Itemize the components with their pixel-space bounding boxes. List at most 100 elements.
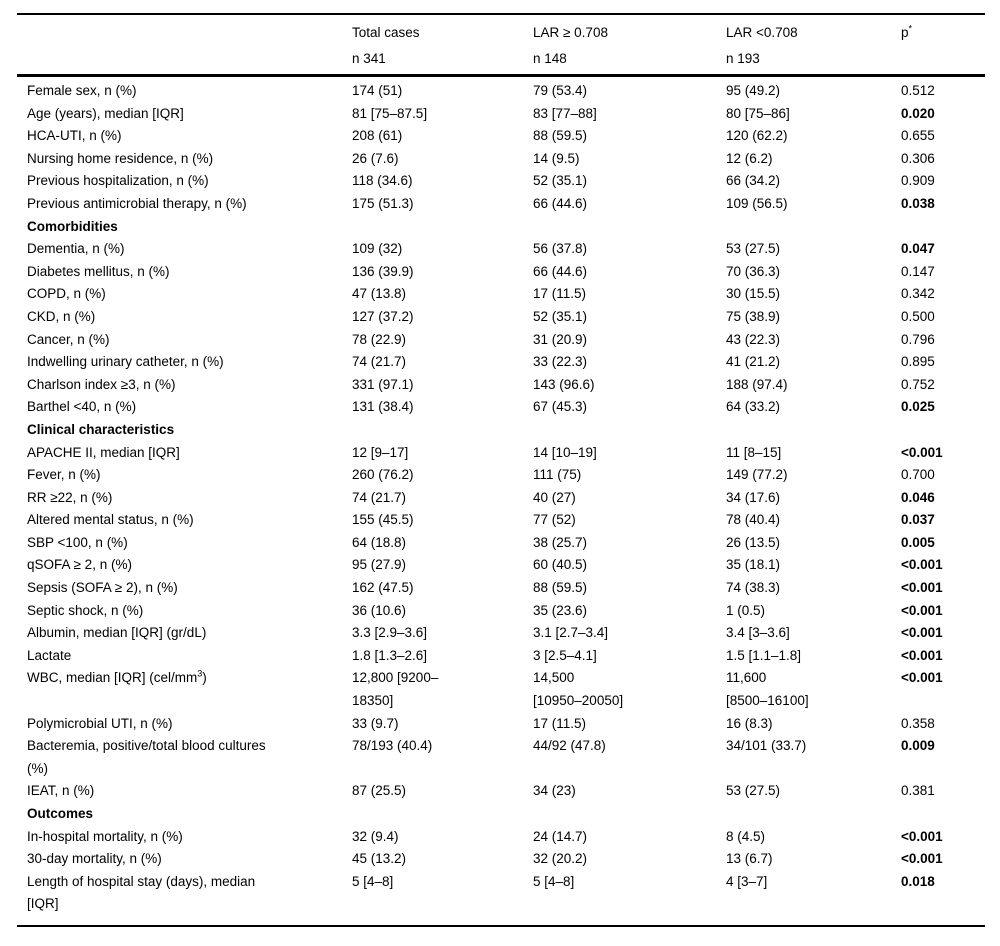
cell-p-value: <0.001 [901, 647, 943, 663]
cell-total-cases: 131 (38.4) [352, 399, 414, 415]
table-row: Previous hospitalization, n (%) 118 (34.… [17, 170, 985, 193]
cell-p-value: 0.342 [901, 286, 935, 302]
cell-lar-low: 53 (27.5) [726, 783, 781, 799]
table-row: Cancer, n (%) 78 (22.9) 31 (20.9) 43 (22… [17, 329, 985, 352]
row-label-cell: Length of hospital stay (days), median [… [17, 871, 352, 926]
cell-p-value [901, 216, 985, 239]
table-row: Albumin, median [IQR] (gr/dL) 3.3 [2.9–3… [17, 622, 985, 645]
cell-lar-low: 64 (33.2) [726, 399, 781, 415]
row-label: Sepsis (SOFA ≥ 2), n (%) [27, 580, 178, 596]
table-row: Previous antimicrobial therapy, n (%) 17… [17, 193, 985, 216]
header-lar-high: LAR ≥ 0.708 n 148 [533, 14, 726, 76]
row-label-superscript: 3 [197, 668, 203, 679]
header-p-asterisk: * [908, 23, 913, 34]
table-row: RR ≥22, n (%) 74 (21.7) 40 (27) 34 (17.6… [17, 487, 985, 510]
row-label: WBC, median [IQR] (cel/mm [27, 670, 198, 686]
row-label-cell: Previous hospitalization, n (%) [17, 170, 352, 193]
cell-lar-low: 34 (17.6) [726, 489, 781, 505]
row-label: Altered mental status, n (%) [27, 512, 194, 528]
cell-p-value: <0.001 [901, 670, 943, 686]
cell-total-cases [352, 216, 533, 239]
cell-total-cases: 118 (34.6) [352, 173, 413, 189]
cell-lar-high: 44/92 (47.8) [533, 738, 606, 754]
cell-lar-low: 66 (34.2) [726, 173, 781, 189]
cell-lar-high [533, 216, 726, 239]
row-label-cell: COPD, n (%) [17, 283, 352, 306]
cell-p-value: 0.038 [901, 195, 935, 211]
header-p-value: p* [901, 14, 985, 76]
row-label-cell: HCA-UTI, n (%) [17, 125, 352, 148]
cell-lar-high: 17 (11.5) [533, 286, 587, 302]
cell-lar-low: 26 (13.5) [726, 534, 781, 550]
cell-lar-low [726, 419, 901, 442]
cell-lar-high: 34 (23) [533, 783, 576, 799]
cell-total-cases: 74 (21.7) [352, 354, 407, 370]
cell-lar-low: 43 (22.3) [726, 331, 781, 347]
row-label-cell: Altered mental status, n (%) [17, 509, 352, 532]
cell-lar-high: 83 [77–88] [533, 105, 597, 121]
row-label-cell: CKD, n (%) [17, 306, 352, 329]
cell-p-value: 0.018 [901, 873, 935, 889]
cell-total-cases: 36 (10.6) [352, 602, 407, 618]
cell-p-value: <0.001 [901, 557, 943, 573]
cell-lar-low: 4 [3–7] [726, 873, 768, 889]
row-label: Length of hospital stay (days), median [… [27, 873, 256, 912]
row-label: Charlson index ≥3, n (%) [27, 376, 176, 392]
cell-lar-low [726, 216, 901, 239]
row-label-cell: Polymicrobial UTI, n (%) [17, 713, 352, 736]
table-body: Female sex, n (%) 174 (51) 79 (53.4) 95 … [17, 76, 985, 926]
cell-p-value: 0.025 [901, 399, 935, 415]
cell-total-cases: 87 (25.5) [352, 783, 407, 799]
cell-total-cases: 1.8 [1.3–2.6] [352, 647, 428, 663]
cell-total-cases: 260 (76.2) [352, 467, 414, 483]
header-total-cases-label: Total cases [352, 25, 420, 40]
cell-lar-high: 38 (25.7) [533, 534, 588, 550]
cell-lar-high: 67 (45.3) [533, 399, 588, 415]
row-label-cell: Previous antimicrobial therapy, n (%) [17, 193, 352, 216]
cell-lar-low: 53 (27.5) [726, 241, 781, 257]
row-label: Clinical characteristics [27, 421, 175, 437]
table-row: qSOFA ≥ 2, n (%) 95 (27.9) 60 (40.5) 35 … [17, 554, 985, 577]
clinical-characteristics-table: Total cases n 341 LAR ≥ 0.708 n 148 LAR … [17, 13, 985, 927]
cell-total-cases: 174 (51) [352, 83, 403, 98]
cell-p-value: 0.306 [901, 150, 935, 166]
row-label: Indwelling urinary catheter, n (%) [27, 354, 224, 370]
cell-total-cases: 136 (39.9) [352, 263, 414, 279]
cell-total-cases: 12,800 [9200– 18350] [352, 670, 439, 709]
row-label-cell: Fever, n (%) [17, 464, 352, 487]
row-label: In-hospital mortality, n (%) [27, 828, 183, 844]
cell-lar-high: 31 (20.9) [533, 331, 588, 347]
cell-p-value: <0.001 [901, 444, 943, 460]
cell-lar-low: 11 [8–15] [726, 444, 782, 460]
cell-p-value: 0.752 [901, 376, 935, 392]
row-label-cell: Clinical characteristics [17, 419, 352, 442]
header-lar-low-n: n 193 [726, 51, 760, 66]
cell-lar-high [533, 803, 726, 826]
cell-p-value: <0.001 [901, 602, 943, 618]
row-label: Septic shock, n (%) [27, 602, 144, 618]
cell-lar-high: 3 [2.5–4.1] [533, 647, 597, 663]
cell-total-cases: 64 (18.8) [352, 534, 407, 550]
cell-lar-high: 5 [4–8] [533, 873, 575, 889]
cell-lar-high: 35 (23.6) [533, 602, 588, 618]
cell-lar-low: 120 (62.2) [726, 128, 788, 144]
row-label-cell: Sepsis (SOFA ≥ 2), n (%) [17, 577, 352, 600]
cell-total-cases: 74 (21.7) [352, 489, 407, 505]
row-label-cell: Female sex, n (%) [17, 76, 352, 103]
row-label: Cancer, n (%) [27, 331, 110, 347]
row-label: IEAT, n (%) [27, 783, 95, 799]
cell-lar-high: 14 [10–19] [533, 444, 597, 460]
row-label: Lactate [27, 647, 72, 663]
cell-lar-low: 34/101 (33.7) [726, 738, 807, 754]
cell-total-cases: 155 (45.5) [352, 512, 414, 528]
row-label-cell: Outcomes [17, 803, 352, 826]
cell-p-value [901, 419, 985, 442]
cell-lar-high: 56 (37.8) [533, 241, 588, 257]
table-row: In-hospital mortality, n (%) 32 (9.4) 24… [17, 826, 985, 849]
cell-total-cases: 47 (13.8) [352, 286, 407, 302]
cell-lar-high: 77 (52) [533, 512, 576, 528]
cell-total-cases: 5 [4–8] [352, 873, 394, 889]
row-label-cell: Cancer, n (%) [17, 329, 352, 352]
header-total-cases: Total cases n 341 [352, 14, 533, 76]
